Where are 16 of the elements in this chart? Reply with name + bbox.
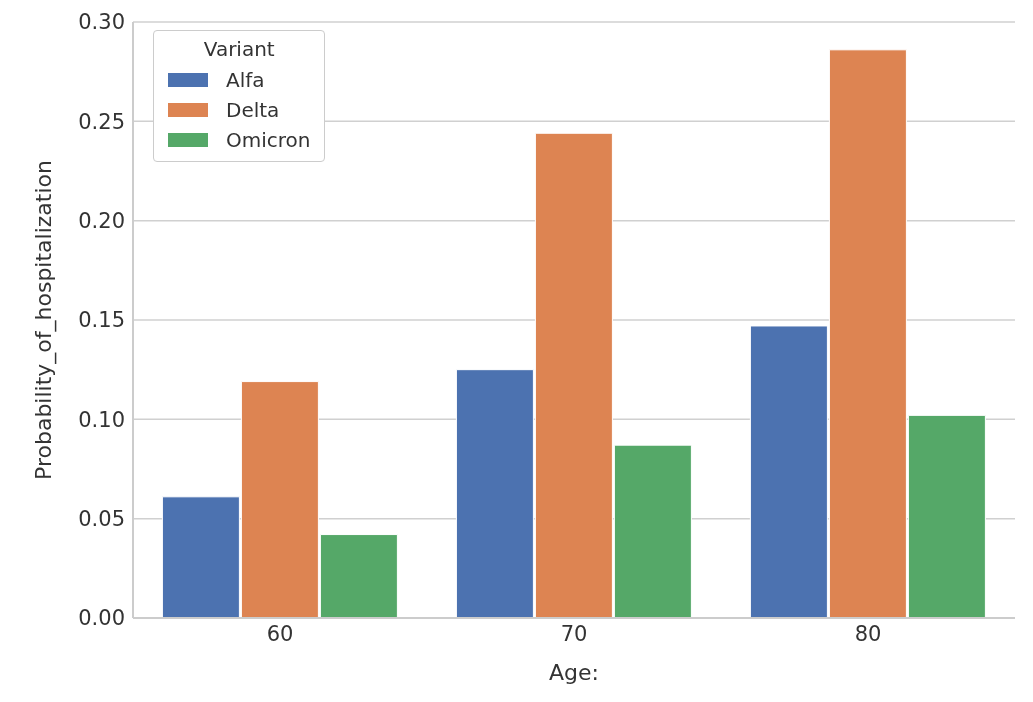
- x-axis-title: Age:: [549, 660, 599, 685]
- y-tick-label: 0.20: [78, 209, 125, 234]
- legend-label: Delta: [226, 98, 280, 122]
- legend-label: Omicron: [226, 128, 311, 152]
- legend-label: Alfa: [226, 68, 265, 92]
- y-tick-label: 0.15: [78, 308, 125, 333]
- x-tick-label: 70: [560, 621, 588, 646]
- y-tick-label: 0.30: [78, 10, 125, 35]
- y-tick-label: 0.05: [78, 507, 125, 532]
- x-tick-label: 80: [854, 621, 882, 646]
- y-axis-title: Probability_of_hospitalization: [30, 160, 57, 480]
- y-tick-label: 0.25: [78, 109, 125, 134]
- y-tick-label: 0.00: [78, 606, 125, 631]
- x-tick-label: 60: [266, 621, 294, 646]
- y-tick-label: 0.10: [78, 407, 125, 432]
- legend-title: Variant: [202, 37, 276, 61]
